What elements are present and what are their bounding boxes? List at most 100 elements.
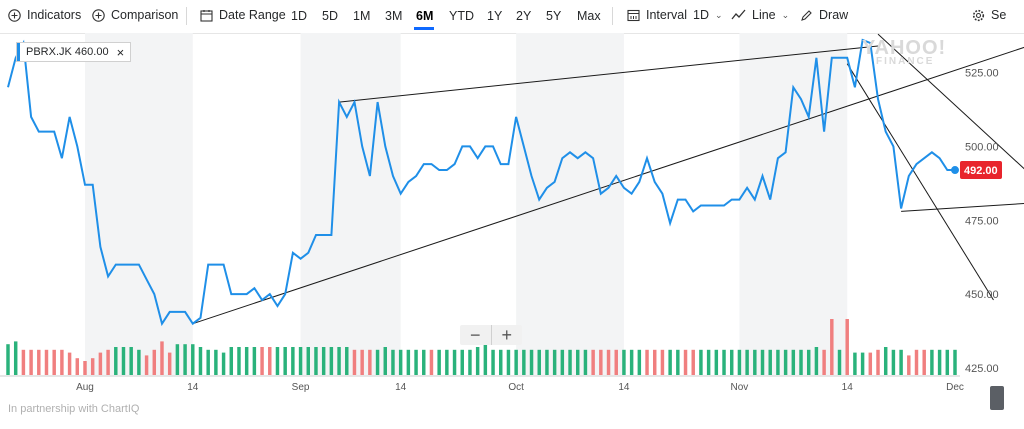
range-3m[interactable]: 3M (385, 9, 403, 23)
scroll-handle[interactable] (990, 386, 1004, 410)
pencil-icon (801, 9, 812, 21)
range-ytd[interactable]: YTD (449, 9, 474, 23)
volume-bar (437, 349, 441, 375)
line-type-label: Line (752, 8, 776, 22)
volume-bar (321, 347, 326, 375)
x-tick-label: Nov (731, 382, 749, 393)
legend-value: 460.00 (74, 46, 109, 58)
x-axis: Aug 14 Sep 14 Oct 14 Nov 14 Dec (0, 375, 964, 393)
range-1m[interactable]: 1M (353, 9, 371, 23)
volume-bar (722, 349, 726, 375)
volume-bar (183, 344, 187, 375)
plus-circle-icon (8, 8, 21, 22)
y-tick-label: 425.00 (965, 363, 999, 375)
volume-bar (791, 349, 796, 375)
volume-bar (468, 349, 472, 375)
volume-bar (483, 344, 488, 375)
volume-bar (568, 349, 572, 375)
volume-bar (275, 347, 280, 375)
interval-dropdown[interactable]: Interval 1D ⌄ (627, 8, 723, 22)
volume-bar (645, 349, 649, 375)
volume-bar (668, 349, 672, 375)
volume-bar (429, 349, 434, 375)
line-type-dropdown[interactable]: Line ⌄ (731, 8, 789, 22)
date-range-button[interactable]: Date Range (200, 8, 286, 22)
range-5y[interactable]: 5Y (546, 9, 562, 23)
volume-bar (75, 358, 80, 375)
price-chart[interactable]: 425.00 450.00 475.00 500.00 525.00 Aug 14 Sep 1… (0, 33, 1024, 403)
zoom-out-button[interactable]: − (469, 324, 481, 345)
volume-bar (876, 349, 880, 375)
last-price-value: 492.00 (964, 165, 998, 177)
volume-bar (291, 347, 295, 375)
volume-bar (152, 349, 157, 375)
chevron-down-icon: ⌄ (781, 9, 790, 20)
volume-bar (329, 347, 334, 375)
volume-bar (60, 349, 64, 375)
trendline (192, 46, 1024, 325)
volume-bar (676, 349, 680, 375)
last-price-badge: 492.00 (960, 161, 1002, 180)
volume-bar (237, 347, 241, 375)
range-1d[interactable]: 1D (291, 9, 307, 23)
range-max[interactable]: Max (577, 9, 601, 23)
indicators-button[interactable]: Indicators (8, 8, 81, 22)
volume-bar (953, 349, 957, 375)
x-tick-label: 14 (618, 382, 630, 393)
interval-icon (627, 9, 640, 21)
x-tick-label: Aug (76, 382, 94, 393)
volume-bar (37, 349, 41, 375)
symbol-legend-tag[interactable]: PBRX.JK 460.00 × (16, 42, 132, 62)
volume-bar (114, 347, 118, 375)
volume-bar (391, 349, 395, 375)
volume-bar (537, 349, 541, 375)
trendlines (192, 33, 1024, 325)
volume-bar (160, 341, 164, 375)
volume-bar (891, 349, 896, 375)
last-price-dot (951, 166, 959, 175)
volume-bar (714, 349, 719, 375)
range-1y[interactable]: 1Y (487, 9, 503, 23)
volume-bar (560, 349, 565, 375)
partnership-footer: In partnership with ChartIQ (8, 403, 140, 415)
volume-bar (175, 344, 180, 375)
volume-bar (167, 352, 172, 375)
volume-bar (737, 349, 742, 375)
settings-button[interactable]: Se (972, 8, 1006, 22)
volume-bar (129, 347, 133, 375)
volume-bar (683, 349, 688, 375)
volume-bar (475, 347, 480, 375)
zoom-in-button[interactable]: + (490, 325, 523, 345)
series-color-swatch (17, 43, 20, 61)
price-series-line (7, 38, 955, 327)
draw-button[interactable]: Draw (800, 8, 848, 22)
gear-icon (972, 9, 985, 21)
volume-bar (414, 349, 418, 375)
volume-bar (814, 347, 819, 375)
volume-bar (229, 347, 234, 375)
x-tick-label: Dec (946, 382, 964, 393)
volume-bar (360, 349, 364, 375)
volume-bar (883, 347, 888, 375)
volume-bar (13, 341, 18, 375)
range-2y[interactable]: 2Y (516, 9, 532, 23)
last-price-badge-bg (960, 161, 1002, 180)
y-tick-label: 525.00 (965, 68, 999, 80)
range-6m[interactable]: 6M (416, 9, 434, 23)
chevron-down-icon: ⌄ (714, 9, 723, 20)
close-icon[interactable]: × (116, 44, 125, 60)
y-tick-label: 475.00 (965, 215, 999, 227)
line-chart-icon (731, 9, 746, 20)
yahoo-finance-watermark: YAHOO! FINANCE (862, 37, 946, 67)
draw-label: Draw (819, 8, 849, 22)
volume-bar (629, 349, 634, 375)
range-5d[interactable]: 5D (322, 9, 338, 23)
comparison-button[interactable]: Comparison (92, 8, 178, 22)
volume-bar (522, 349, 526, 375)
volume-bar (244, 347, 249, 375)
volume-bar (514, 349, 518, 375)
settings-label: Se (991, 8, 1007, 22)
volume-bar (90, 358, 95, 375)
chart-toolbar: Indicators Comparison Date Range 1D 5D 1… (0, 0, 1024, 34)
trendline (339, 45, 879, 103)
